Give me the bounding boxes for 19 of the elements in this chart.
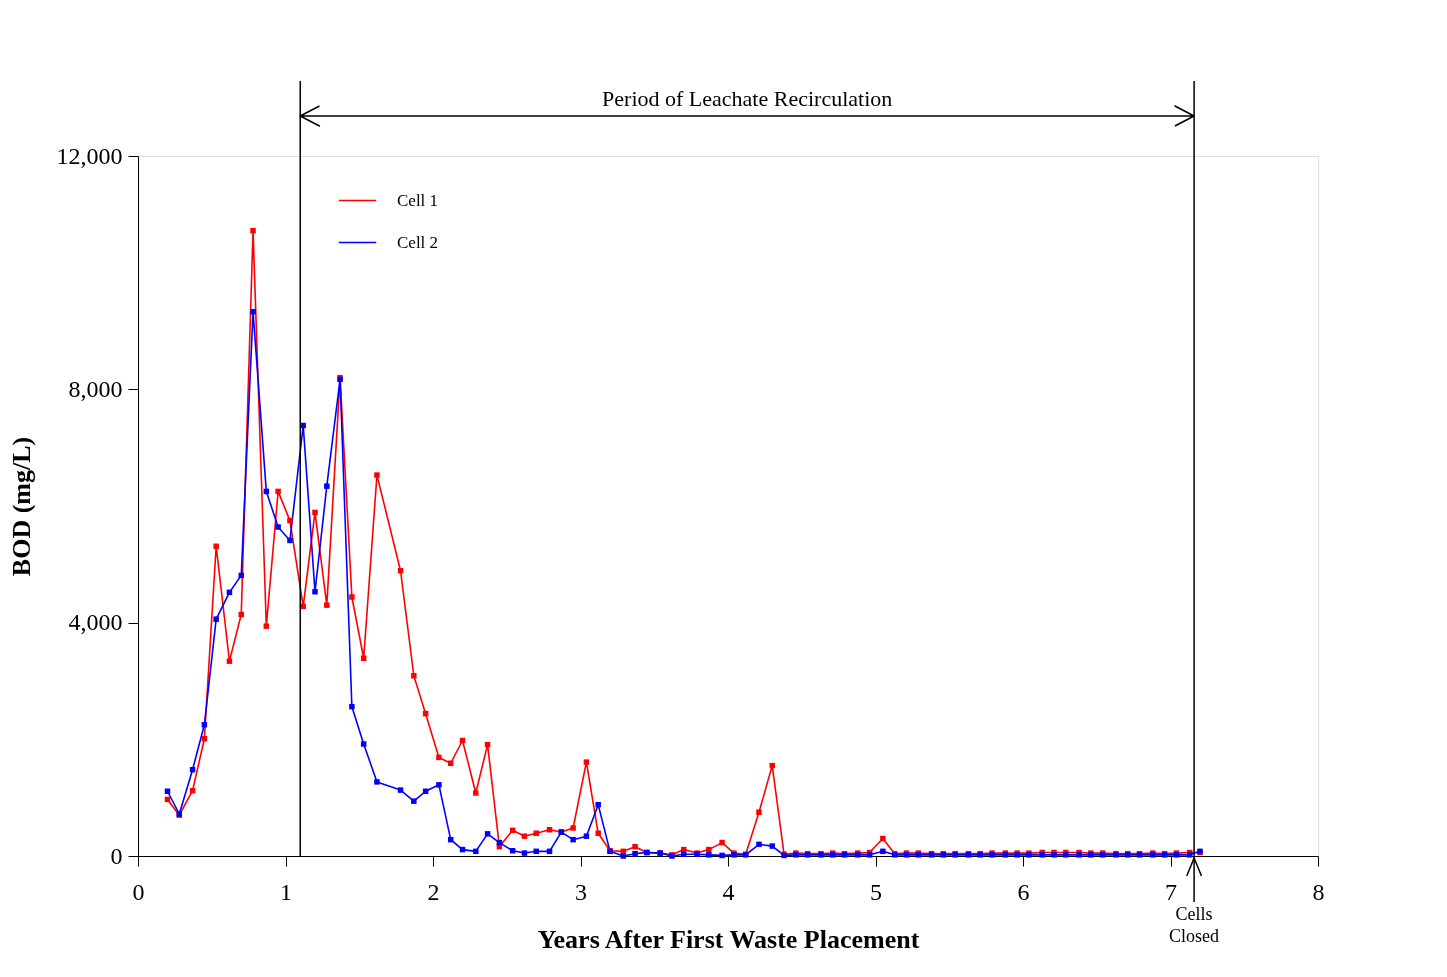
- legend-label: Cell 2: [397, 232, 439, 252]
- x-tick-label: 4: [722, 878, 735, 905]
- text: Period of Leachate Recirculation: [602, 86, 893, 111]
- x-tick-label: 5: [870, 878, 882, 905]
- ref-line-label: Cells Closed: [1169, 904, 1220, 946]
- x-tick-label: 3: [575, 878, 587, 905]
- x-axis-title: Years After First Waste Placement: [537, 924, 920, 954]
- legend-label: Cell 1: [397, 190, 439, 210]
- y-tick-label: 8,000: [68, 375, 123, 402]
- x-tick-label: 1: [280, 878, 292, 905]
- x-tick-label: 7: [1165, 878, 1177, 905]
- x-tick-label: 2: [427, 878, 440, 905]
- y-tick-label: 12,000: [56, 142, 123, 169]
- x-tick-label: 0: [132, 878, 145, 905]
- y-tick-label: 4,000: [68, 609, 123, 636]
- y-tick-label: 0: [110, 842, 123, 869]
- x-tick-label: 8: [1312, 878, 1325, 905]
- x-tick-label: 6: [1017, 878, 1030, 905]
- y-axis-title: BOD (mg/L): [6, 436, 36, 577]
